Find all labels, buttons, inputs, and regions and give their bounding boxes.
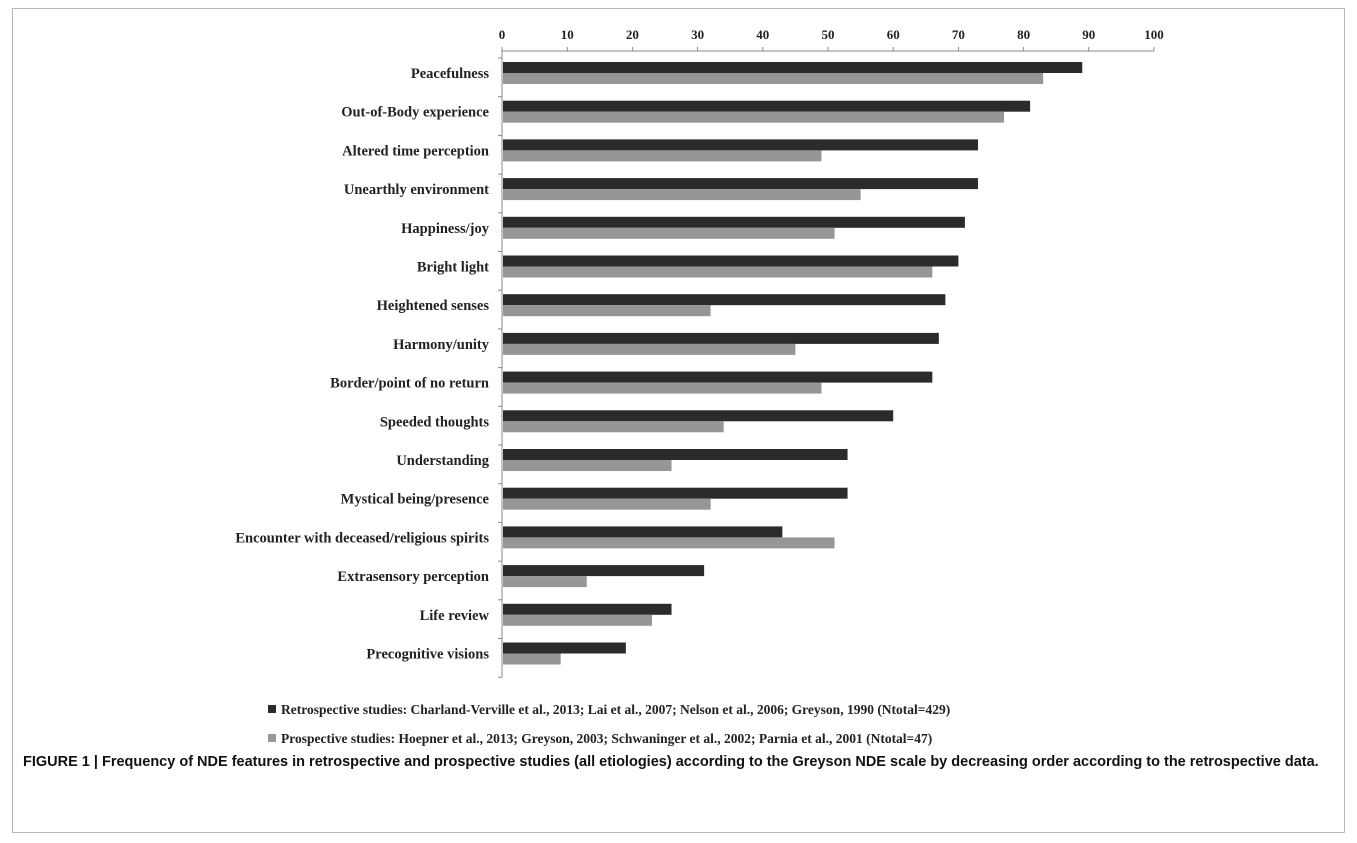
figure-panel: 0 10 20 30 40 50 60 70 80 90 100 Peacefulness Out-of… [12,8,1345,833]
bar-prospective [503,150,822,162]
bar-chart: 0 10 20 30 40 50 60 70 80 90 100 Peacefulness Out-of… [235,27,1164,678]
bar-prospective [503,382,822,394]
bar-retrospective [503,642,626,654]
category-label: Out-of-Body experience [341,105,489,121]
bar-retrospective [503,294,946,306]
category-label: Harmony/unity [393,337,490,353]
bar-prospective [503,537,835,549]
x-tick-label: 0 [499,27,506,42]
category-label: Border/point of no return [330,376,489,392]
bar-retrospective [503,216,965,228]
category-label: Mystical being/presence [341,492,490,508]
category-label: Peacefulness [411,66,489,82]
x-tick-label: 90 [1082,27,1095,42]
x-tick-label: 10 [561,27,574,42]
bar-retrospective [503,487,848,499]
bar-retrospective [503,100,1031,112]
category-label: Understanding [396,453,489,469]
bar-prospective [503,73,1044,84]
bar-prospective [503,189,861,201]
category-label: Happiness/joy [401,221,490,237]
bar-prospective [503,614,652,626]
legend-label-retrospective: Retrospective studies: Charland-Verville… [281,702,951,717]
bar-retrospective [503,62,1083,73]
category-label: Encounter with deceased/religious spirit… [235,530,489,546]
x-tick-label: 30 [691,27,704,42]
legend-swatch-prospective [268,734,276,742]
bar-prospective [503,266,933,278]
category-label: Extrasensory perception [337,569,489,585]
bar-retrospective [503,255,959,267]
category-label: Altered time perception [342,143,489,159]
category-label: Unearthly environment [344,182,489,198]
bar-retrospective [503,526,783,538]
category-label: Precognitive visions [366,647,489,663]
bar-retrospective [503,603,672,615]
bar-retrospective [503,565,705,577]
bar-prospective [503,653,561,665]
x-tick-label: 20 [626,27,639,42]
bar-retrospective [503,332,939,344]
figure-caption: FIGURE 1 | Frequency of NDE features in … [23,754,1319,770]
legend-label-prospective: Prospective studies: Hoepner et al., 201… [281,731,933,746]
category-label: Life review [420,608,490,624]
bar-retrospective [503,139,978,151]
category-label: Speeded thoughts [380,414,490,430]
bar-prospective [503,343,796,355]
category-label: Heightened senses [377,298,490,314]
bar-prospective [503,111,1005,123]
bar-prospective [503,305,711,317]
bar-prospective [503,498,711,510]
category-label: Bright light [417,260,489,276]
bar-prospective [503,576,587,588]
x-tick-label: 80 [1017,27,1030,42]
bar-retrospective [503,371,933,383]
bar-retrospective [503,178,978,190]
bar-prospective [503,227,835,239]
bar-prospective [503,421,724,433]
bar-retrospective [503,410,894,422]
bar-prospective [503,460,672,471]
x-tick-label: 100 [1144,27,1164,42]
x-tick-label: 50 [822,27,835,42]
legend-item-prospective: Prospective studies: Hoepner et al., 201… [268,731,932,747]
bar-retrospective [503,449,848,460]
x-tick-label: 70 [952,27,965,42]
legend-item-retrospective: Retrospective studies: Charland-Verville… [268,702,950,718]
x-tick-label: 60 [887,27,900,42]
x-tick-label: 40 [756,27,769,42]
legend-swatch-retrospective [268,705,276,713]
